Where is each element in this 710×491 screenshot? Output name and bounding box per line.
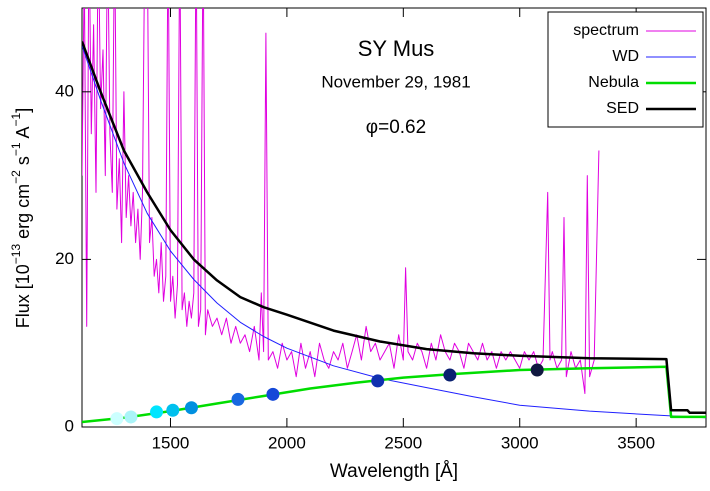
legend: spectrum WD Nebula SED (547, 11, 704, 128)
y-label-part: Flux [10 (13, 264, 33, 328)
chart-title: SY Mus (358, 36, 435, 61)
y-label-part: A (13, 126, 33, 142)
x-tick-label: 3000 (501, 433, 539, 452)
x-tick-label: 2000 (268, 433, 306, 452)
plot-frame (81, 7, 707, 428)
y-tick-label: 20 (55, 249, 74, 268)
data-point (530, 363, 544, 377)
series-line (82, 45, 706, 419)
data-point (371, 374, 385, 388)
y-label-exponent: −2 (9, 170, 23, 184)
x-tick-label: 1500 (152, 433, 190, 452)
y-label-exponent: −1 (9, 112, 23, 126)
x-tick-label: 3500 (617, 433, 655, 452)
y-axis-label: Flux [10−13 erg cm−2 s−1 A−1] (9, 108, 33, 329)
series-line (82, 8, 600, 394)
chart-subtitle: November 29, 1981 (321, 72, 470, 91)
phase-annotation: φ=0.62 (366, 117, 426, 138)
data-point (150, 405, 164, 419)
legend-label: spectrum (573, 22, 639, 39)
y-label-exponent: −1 (9, 142, 23, 156)
data-point (124, 410, 138, 424)
data-point (110, 412, 124, 426)
y-label-part: erg cm (13, 184, 33, 244)
y-label-exponent: −13 (9, 244, 23, 265)
y-label-part: s (13, 156, 33, 170)
data-point (266, 387, 280, 401)
x-axis-label: Wavelength [Å] (330, 461, 458, 482)
data-point (443, 368, 457, 382)
y-tick-label: 0 (65, 416, 74, 435)
plot-area (82, 8, 706, 426)
x-tick-label: 2500 (384, 433, 422, 452)
data-point (231, 392, 245, 406)
data-point (166, 403, 180, 417)
y-label-part: ] (13, 108, 33, 113)
legend-label: SED (606, 100, 639, 117)
data-point (184, 401, 198, 415)
axes: 1500 2000 2500 3000 3500 0 20 40 (55, 8, 706, 452)
series-line (82, 41, 706, 415)
legend-label: Nebula (588, 74, 639, 91)
y-tick-label: 40 (55, 81, 74, 100)
legend-label: WD (612, 48, 639, 65)
